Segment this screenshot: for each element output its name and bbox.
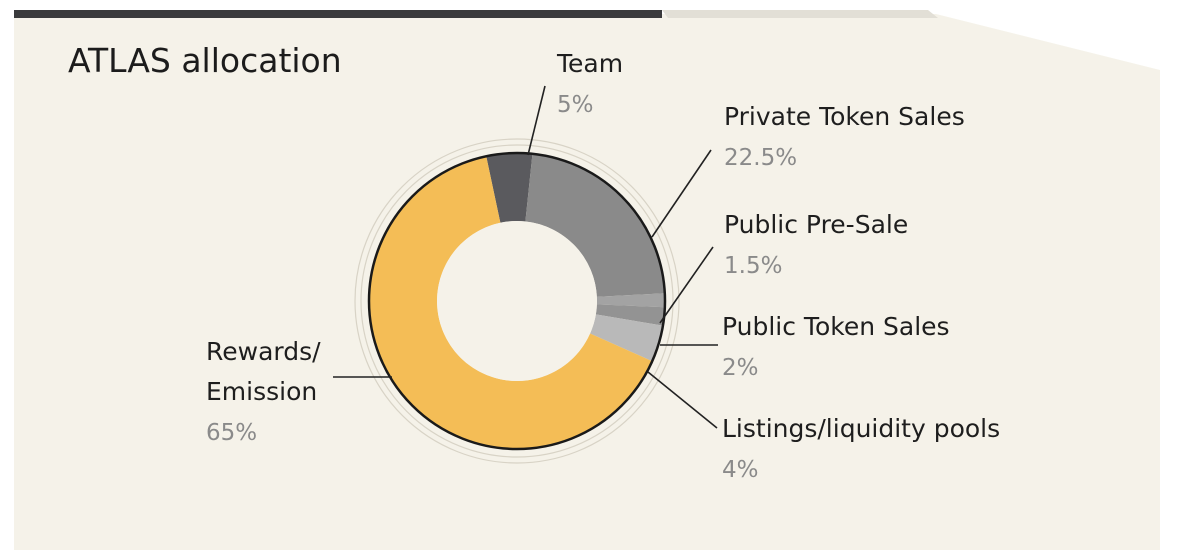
halo-ring-outer bbox=[354, 138, 680, 464]
slice-label-public-token-sales: Public Token Sales bbox=[722, 312, 950, 341]
slice-rewards-emission bbox=[369, 156, 653, 450]
slice-public-token-sales bbox=[595, 304, 665, 326]
slice-public-pre-sale bbox=[596, 293, 666, 308]
chart-title: ATLAS allocation bbox=[68, 41, 342, 80]
slice-team bbox=[486, 153, 533, 223]
leader-line-team bbox=[527, 85, 546, 156]
slice-label-listings-liquidity-pools: Listings/liquidity pools bbox=[722, 414, 1000, 443]
slice-private-token-sales bbox=[525, 153, 665, 297]
slice-value-public-pre-sale: 1.5% bbox=[724, 253, 782, 279]
leader-line-listings-liquidity-pools bbox=[647, 371, 718, 429]
halo-ring-inner bbox=[360, 144, 674, 458]
slice-label-public-pre-sale: Public Pre-Sale bbox=[724, 210, 908, 239]
slice-label-team: Team bbox=[556, 49, 623, 78]
slice-value-team: 5% bbox=[557, 92, 594, 118]
donut-outline bbox=[367, 151, 667, 451]
slice-listings-liquidity-pools bbox=[590, 314, 663, 362]
leader-line-public-pre-sale bbox=[659, 246, 714, 324]
slice-value-public-token-sales: 2% bbox=[722, 355, 759, 381]
slice-label-private-token-sales: Private Token Sales bbox=[724, 102, 965, 131]
slice-value-listings-liquidity-pools: 4% bbox=[722, 457, 759, 483]
header-bar-dark bbox=[14, 10, 662, 18]
slice-label-rewards-emission: Rewards/Emission bbox=[206, 337, 321, 406]
leader-line-private-token-sales bbox=[651, 149, 712, 238]
donut-hole bbox=[437, 221, 597, 381]
slice-value-private-token-sales: 22.5% bbox=[724, 145, 797, 171]
slice-value-rewards-emission: 65% bbox=[206, 420, 257, 446]
leader-lines bbox=[333, 85, 718, 429]
slice-labels: Team 5% Private Token Sales 22.5% Public Pre… bbox=[206, 49, 1000, 483]
donut-slices bbox=[369, 153, 666, 450]
header-bar-light bbox=[662, 10, 938, 18]
